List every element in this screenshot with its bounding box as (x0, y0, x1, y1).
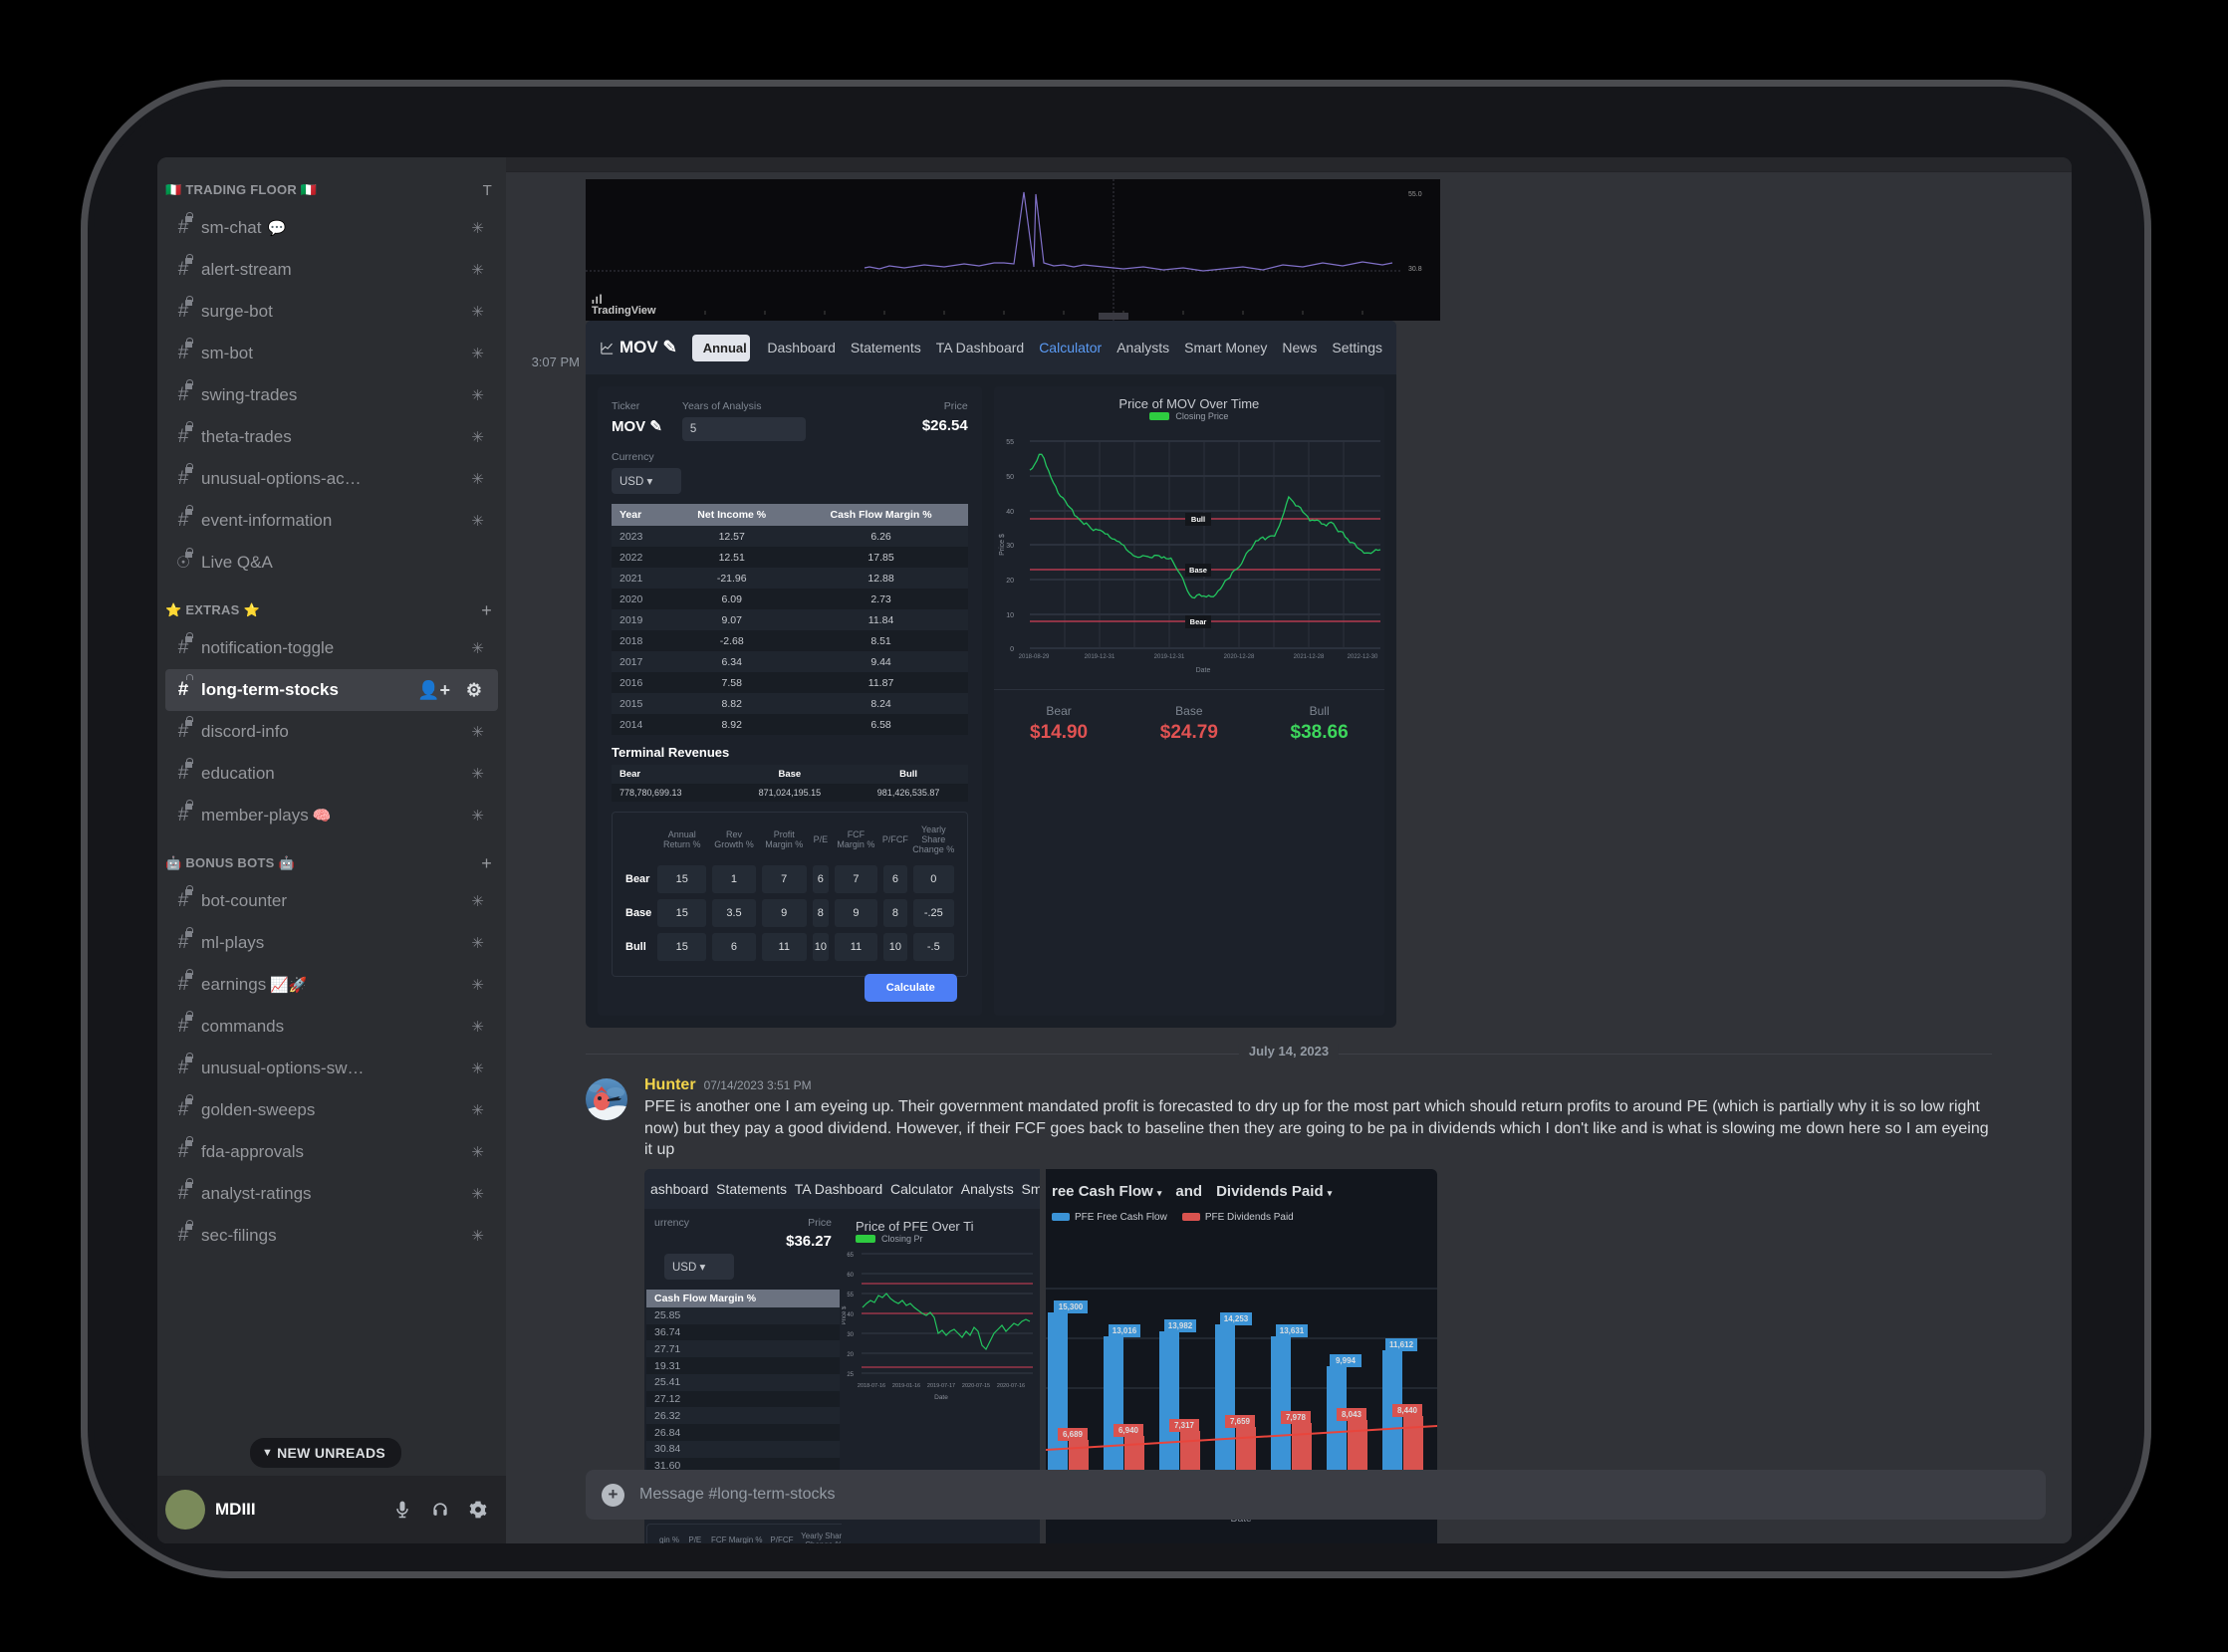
svg-text:20: 20 (847, 1352, 854, 1358)
svg-text:14,253: 14,253 (1224, 1314, 1249, 1323)
svg-text:2018-08-29: 2018-08-29 (1018, 654, 1049, 660)
svg-text:9,994: 9,994 (1336, 1356, 1357, 1365)
svg-text:Date: Date (934, 1394, 948, 1401)
svg-text:25: 25 (847, 1372, 854, 1378)
svg-text:10: 10 (1006, 612, 1014, 619)
svg-text:2021-12-28: 2021-12-28 (1293, 654, 1324, 660)
svg-text:2019-12-31: 2019-12-31 (1153, 654, 1184, 660)
svg-text:8,440: 8,440 (1397, 1406, 1418, 1415)
svg-text:50: 50 (1006, 474, 1014, 481)
svg-text:2020-07-15: 2020-07-15 (962, 1383, 990, 1389)
svg-text:13,016: 13,016 (1113, 1326, 1137, 1335)
svg-text:Base: Base (1189, 566, 1207, 575)
svg-text:40: 40 (1006, 509, 1014, 516)
svg-text:8,043: 8,043 (1342, 1410, 1362, 1419)
svg-text:55: 55 (1006, 439, 1014, 446)
svg-text:7,659: 7,659 (1230, 1417, 1251, 1426)
svg-text:Date: Date (1195, 667, 1210, 674)
svg-text:15,300: 15,300 (1059, 1302, 1084, 1311)
svg-text:30.8: 30.8 (1408, 266, 1422, 273)
svg-text:20: 20 (1006, 578, 1014, 585)
svg-text:2018-07-16: 2018-07-16 (858, 1383, 885, 1389)
svg-text:11,612: 11,612 (1389, 1340, 1414, 1349)
svg-text:2020-12-28: 2020-12-28 (1223, 654, 1254, 660)
svg-text:2019-12-31: 2019-12-31 (1084, 654, 1114, 660)
svg-text:30: 30 (1006, 543, 1014, 550)
svg-text:30: 30 (847, 1332, 854, 1338)
svg-text:60: 60 (847, 1273, 854, 1279)
svg-text:65: 65 (847, 1253, 854, 1259)
svg-text:7,978: 7,978 (1286, 1413, 1307, 1422)
svg-text:55: 55 (847, 1293, 854, 1298)
svg-text:0: 0 (1010, 646, 1014, 653)
svg-text:Bull: Bull (1191, 515, 1205, 524)
svg-text:6,689: 6,689 (1063, 1430, 1084, 1439)
svg-text:6,940: 6,940 (1118, 1426, 1139, 1435)
svg-text:13,982: 13,982 (1168, 1321, 1193, 1330)
svg-text:2022-12-30: 2022-12-30 (1347, 654, 1377, 660)
svg-text:2019-07-17: 2019-07-17 (927, 1383, 955, 1389)
svg-text:55.0: 55.0 (1408, 191, 1422, 198)
svg-text:40: 40 (847, 1312, 854, 1318)
svg-text:Bear: Bear (1189, 617, 1206, 626)
svg-text:Price $: Price $ (999, 534, 1006, 556)
svg-text:2019-01-16: 2019-01-16 (892, 1383, 920, 1389)
svg-text:Price $: Price $ (842, 1305, 848, 1324)
svg-text:7,317: 7,317 (1174, 1421, 1195, 1430)
svg-text:2020-07-16: 2020-07-16 (997, 1383, 1025, 1389)
svg-text:13,631: 13,631 (1280, 1326, 1305, 1335)
